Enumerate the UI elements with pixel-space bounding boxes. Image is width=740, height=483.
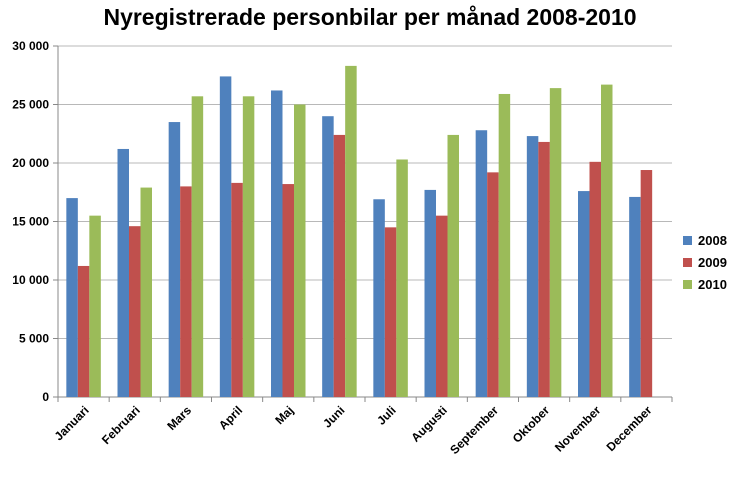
bar-2010-januari [89,215,101,397]
legend-item-2010: 2010 [683,273,727,295]
legend-label-2009: 2009 [698,254,727,270]
x-tick-label: Juni [320,403,347,430]
bar-2010-oktober [549,88,562,398]
bar-2009-april [231,182,243,397]
x-tick-label: September [447,403,501,457]
bar-2010-april [242,96,255,397]
bar-2009-augusti [436,215,448,397]
bar-2009-juli [384,227,397,397]
bar-2008-april [219,76,232,398]
x-tick-label: Augusti [408,403,449,444]
x-tick-label: Oktober [510,403,553,446]
bar-2008-november [578,191,590,397]
y-tick-label: 25 000 [12,98,49,112]
x-tick-label: Januari [52,403,92,443]
bar-2009-januari [77,265,90,397]
x-tick-label: April [216,403,245,432]
bar-2010-november [601,84,613,398]
bar-2009-november [589,161,601,397]
bar-2009-december [640,170,653,397]
x-tick-label: Maj [272,403,296,427]
bar-2008-augusti [424,189,436,397]
y-tick-label: 15 000 [12,215,49,229]
bar-2010-september [498,93,511,397]
bar-2008-december [629,196,641,397]
bar-2009-februari [129,226,141,397]
x-tick-label: Juli [374,403,399,428]
bar-2010-mars [191,96,204,397]
y-tick-label: 0 [42,390,49,404]
bar-2008-februari [117,148,129,397]
y-tick-label: 20 000 [12,156,49,170]
bar-2010-februari [140,187,152,397]
bar-2009-mars [180,186,192,397]
x-tick-label: December [604,403,655,454]
bar-2008-mars [168,122,181,398]
bar-2009-september [487,172,499,397]
bar-2010-augusti [447,134,459,398]
bar-2010-juni [345,65,357,397]
bar-2010-juli [396,159,408,397]
legend-swatch-2010 [683,279,692,289]
legend: 2008 2009 2010 [683,229,727,295]
x-tick-label: Februari [99,403,143,447]
bar-2008-juni [322,116,334,397]
x-tick-label: Mars [164,403,194,433]
bar-2010-maj [294,104,306,397]
bar-2008-oktober [526,136,539,397]
legend-item-2008: 2008 [683,229,727,251]
legend-swatch-2008 [683,235,692,245]
legend-label-2008: 2008 [698,232,727,248]
bar-2008-juli [373,199,385,397]
bar-2008-januari [66,198,78,397]
y-tick-label: 10 000 [12,273,49,287]
legend-item-2009: 2009 [683,251,727,273]
legend-label-2010: 2010 [698,276,727,292]
bar-2008-maj [271,90,283,398]
y-tick-label: 30 000 [12,39,49,53]
bar-2009-oktober [538,141,550,397]
legend-swatch-2009 [683,257,692,267]
y-tick-label: 5 000 [19,332,49,346]
x-tick-label: November [552,403,604,455]
chart-title: Nyregistrerade personbilar per månad 200… [103,4,637,30]
bar-2009-juni [333,134,346,398]
bar-2008-september [475,130,488,398]
bar-2009-maj [282,184,294,397]
